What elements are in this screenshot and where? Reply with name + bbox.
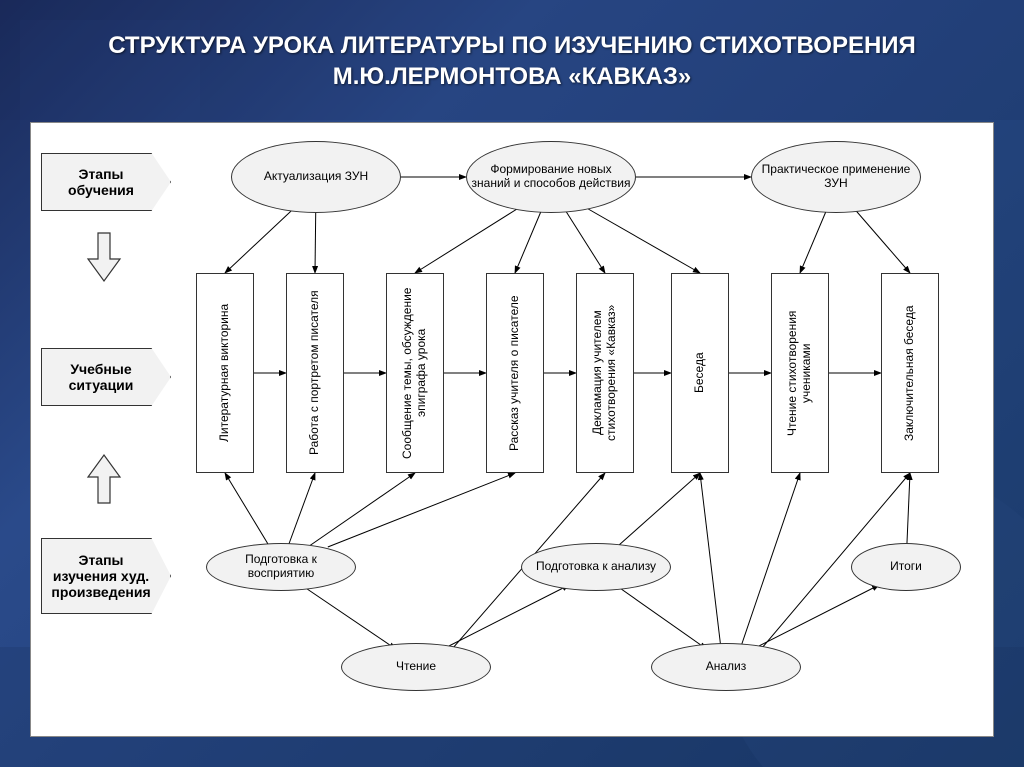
stage-practical: Практическое применение ЗУН <box>751 141 921 213</box>
phase-reading: Чтение <box>341 643 491 691</box>
row-label-stages: Этапы обучения <box>41 153 171 211</box>
activity-quiz: Литературная викторина <box>196 273 254 473</box>
phase-analysis-prep: Подготовка к анализу <box>521 543 671 591</box>
activity-discussion: Беседа <box>671 273 729 473</box>
row-label-situations: Учебные ситуации <box>41 348 171 406</box>
slide-title: СТРУКТУРА УРОКА ЛИТЕРАТУРЫ ПО ИЗУЧЕНИЮ С… <box>30 30 994 92</box>
row-arrow-down <box>86 231 122 283</box>
row-label-phases: Этапы изучения худ. произведения <box>41 538 171 614</box>
diagram-canvas: Этапы обучения Учебные ситуации Этапы из… <box>30 122 994 737</box>
phase-preparation: Подготовка к восприятию <box>206 543 356 591</box>
activity-student-reading: Чтение стихотворения учениками <box>771 273 829 473</box>
row-arrow-up <box>86 453 122 505</box>
activity-declamation: Декламация учителем стихотворения «Кавка… <box>576 273 634 473</box>
phase-results: Итоги <box>851 543 961 591</box>
activity-teacher-story: Рассказ учителя о писателе <box>486 273 544 473</box>
stage-actualization: Актуализация ЗУН <box>231 141 401 213</box>
activity-portrait: Работа с портретом писателя <box>286 273 344 473</box>
activity-topic-epigraph: Сообщение темы, обсуждение эпиграфа урок… <box>386 273 444 473</box>
stage-formation: Формирование новых знаний и способов дей… <box>466 141 636 213</box>
activity-final-discussion: Заключительная беседа <box>881 273 939 473</box>
phase-analysis: Анализ <box>651 643 801 691</box>
